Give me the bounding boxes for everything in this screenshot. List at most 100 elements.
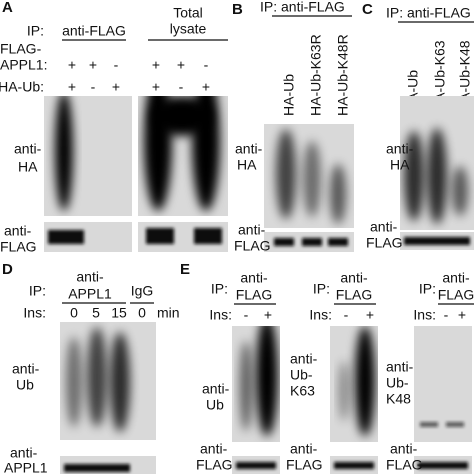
row-label: APPL1: — [0, 57, 47, 73]
lysate-label: lysate — [170, 21, 207, 37]
sign: + — [264, 307, 272, 323]
blot — [400, 96, 474, 230]
blot-label: anti- — [386, 359, 414, 375]
sign: + — [112, 79, 120, 95]
panel-label: B — [232, 1, 243, 18]
blot-label: FLAG — [386, 457, 423, 473]
blot-label: anti- — [290, 351, 318, 367]
sign: + — [152, 57, 160, 73]
time: 5 — [92, 305, 100, 321]
lysate-label: Total — [173, 5, 203, 21]
sign: - — [444, 307, 449, 323]
blot-label: K48 — [386, 391, 411, 407]
time: 0 — [70, 305, 78, 321]
blot — [400, 232, 474, 250]
ip-antibody: anti-FLAG — [62, 23, 126, 39]
blot-label: anti- — [238, 222, 266, 238]
sign: + — [152, 79, 160, 95]
blot — [232, 326, 280, 442]
ip-label: IP: — [211, 281, 228, 297]
blot-label: anti- — [386, 141, 414, 157]
blot-label: FLAG — [0, 239, 37, 255]
blot — [264, 124, 354, 228]
blot — [414, 456, 472, 474]
ip-antibody: anti- — [240, 270, 268, 286]
blot — [60, 456, 156, 474]
panel-label: D — [2, 261, 13, 278]
blot-label: HA — [237, 157, 257, 173]
blot-label: Ub — [206, 397, 224, 413]
ip-label: IP: — [27, 23, 44, 39]
time: 15 — [111, 305, 127, 321]
ip-antibody: anti- — [442, 270, 470, 286]
panel-label: E — [180, 261, 190, 278]
panel-label: C — [362, 1, 373, 18]
sign: + — [89, 57, 97, 73]
blot — [330, 326, 378, 442]
sign: - — [204, 57, 209, 73]
sign: + — [366, 307, 374, 323]
blot — [264, 232, 354, 252]
blot — [138, 222, 228, 252]
ins-label: Ins: — [23, 305, 46, 321]
blot-label: K63 — [290, 383, 315, 399]
sign: + — [202, 79, 210, 95]
blot — [44, 96, 132, 216]
sign: - — [244, 307, 249, 323]
blot-label: FLAG — [286, 457, 323, 473]
unit: min — [157, 305, 180, 321]
blot-label: anti- — [200, 441, 228, 457]
ip-control: IgG — [131, 283, 154, 299]
ip-antibody: FLAG — [336, 287, 373, 303]
panel-d: D IP: anti- APPL1 IgG Ins: 0 5 15 0 min … — [2, 261, 180, 474]
ip-label: IP: anti-FLAG — [386, 5, 471, 21]
blot-label: anti- — [235, 141, 263, 157]
ip-antibody: FLAG — [438, 287, 474, 303]
sign: + — [458, 307, 466, 323]
sign: - — [114, 57, 119, 73]
ip-label: IP: anti-FLAG — [260, 0, 345, 15]
ip-label: IP: — [29, 283, 46, 299]
blot-label: anti- — [10, 445, 38, 461]
lane-label: HA-Ub-K48R — [335, 34, 351, 116]
blot-label: HA — [390, 157, 410, 173]
blot-label: anti- — [14, 141, 42, 157]
row-label: FLAG- — [0, 41, 42, 57]
blot-label: Ub- — [386, 375, 409, 391]
blot-label: anti- — [390, 441, 418, 457]
blot-label: anti- — [4, 223, 32, 239]
sign: + — [68, 57, 76, 73]
sign: - — [344, 307, 349, 323]
ins-label: Ins: — [413, 307, 436, 323]
blot-label: Ub- — [290, 367, 313, 383]
blot — [60, 322, 156, 440]
lane-label: HA-Ub-K63 — [432, 40, 448, 112]
panel-b: B IP: anti-FLAG HA-Ub HA-Ub-K63R HA-Ub-K… — [232, 0, 354, 254]
blot-label: HA — [18, 159, 38, 175]
sign: - — [91, 79, 96, 95]
blot — [330, 456, 378, 474]
blot — [138, 96, 228, 216]
ip-antibody: anti- — [76, 269, 104, 285]
blot — [414, 326, 472, 442]
blot — [232, 456, 280, 474]
blot-label: FLAG — [366, 235, 403, 251]
panel-a: A IP: anti-FLAG Total lysate FLAG- APPL1… — [0, 0, 228, 255]
row-label: HA-Ub: — [0, 79, 44, 95]
panel-c: C IP: anti-FLAG HA-Ub HA-Ub-K63 HA-Ub-K4… — [362, 1, 474, 251]
blot-label: FLAG — [234, 238, 271, 254]
ins-label: Ins: — [209, 307, 232, 323]
lane-label: HA-Ub — [281, 74, 297, 116]
ip-label: IP: — [313, 281, 330, 297]
sign: + — [68, 79, 76, 95]
blot-label: Ub — [16, 377, 34, 393]
ip-antibody: FLAG — [236, 287, 273, 303]
ip-antibody: anti- — [340, 270, 368, 286]
blot-label: anti- — [12, 361, 40, 377]
blot — [44, 222, 132, 252]
ins-label: Ins: — [309, 307, 332, 323]
blot-label: FLAG — [196, 457, 233, 473]
sign: - — [179, 79, 184, 95]
blot-label: anti- — [370, 219, 398, 235]
